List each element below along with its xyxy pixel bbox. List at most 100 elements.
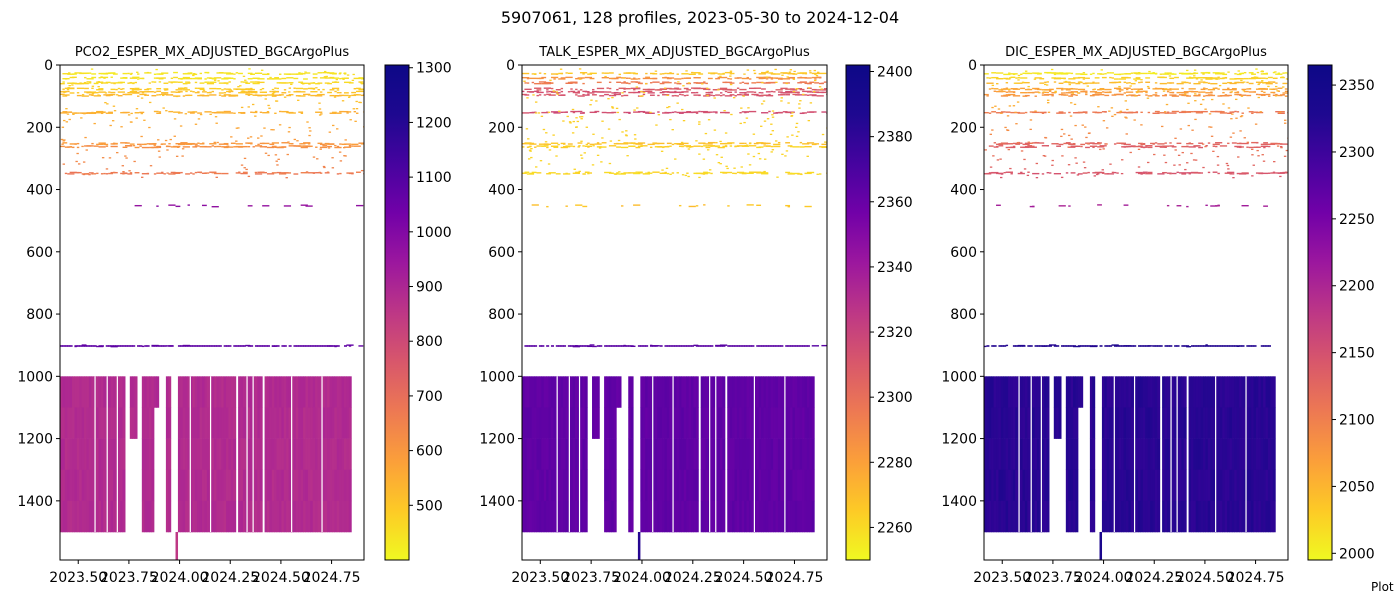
cell: [235, 88, 239, 90]
cell: [1138, 407, 1141, 439]
panel-3: 02004006008001000120014002023.502023.752…: [941, 45, 1374, 586]
cell: [1276, 90, 1279, 92]
cell: [575, 438, 579, 471]
cell: [1246, 94, 1252, 97]
cell: [1111, 376, 1115, 408]
cell: [98, 438, 102, 471]
cell: [594, 110, 600, 113]
cell: [84, 136, 87, 139]
cell: [194, 145, 200, 147]
cell: [751, 438, 755, 471]
cell: [228, 407, 232, 439]
cell: [775, 345, 779, 347]
cell: [1176, 438, 1180, 471]
cell: [281, 345, 285, 347]
cell: [1029, 128, 1032, 131]
cell: [537, 112, 541, 114]
cell: [1251, 175, 1254, 177]
cell: [173, 81, 176, 83]
cell: [79, 500, 83, 533]
cell: [226, 438, 229, 471]
cell: [624, 134, 628, 136]
cell: [553, 407, 557, 439]
cell: [1195, 500, 1199, 533]
cell: [546, 345, 550, 347]
cell: [359, 82, 363, 84]
cell: [623, 142, 629, 144]
cell: [264, 500, 268, 533]
cell: [221, 407, 225, 439]
x-tick-label: 2024.00: [613, 570, 671, 586]
cell: [734, 469, 738, 502]
cell: [630, 345, 634, 347]
cell: [1227, 438, 1230, 471]
cell: [770, 407, 774, 439]
cell: [1222, 469, 1226, 502]
cell: [751, 345, 755, 347]
cell: [182, 76, 190, 79]
cell: [1017, 79, 1020, 81]
cell: [263, 127, 266, 129]
cell: [732, 97, 736, 99]
cell: [62, 345, 66, 347]
depth-band-150: [984, 110, 1288, 115]
cell: [1140, 173, 1143, 175]
cell: [1231, 113, 1234, 115]
cell: [652, 500, 656, 533]
cell: [1083, 167, 1087, 169]
cell: [168, 500, 172, 533]
cell: [1265, 77, 1268, 80]
cell: [741, 438, 745, 471]
cell: [327, 82, 332, 85]
cell: [596, 154, 600, 156]
cell: [1193, 345, 1197, 347]
cell: [1003, 88, 1006, 90]
cell: [319, 469, 323, 502]
cell: [218, 94, 222, 96]
cell: [1145, 81, 1151, 83]
cell: [524, 407, 528, 439]
cell: [1123, 469, 1127, 502]
cell: [647, 376, 651, 408]
cell: [91, 92, 95, 94]
cell: [763, 469, 767, 502]
cell: [777, 407, 781, 439]
cell: [565, 76, 573, 79]
cell: [524, 376, 528, 408]
cell: [115, 142, 118, 145]
cell: [257, 438, 261, 471]
cell: [1071, 92, 1075, 94]
cell: [1183, 91, 1189, 93]
cell: [346, 77, 349, 79]
cell: [132, 407, 136, 439]
cell: [671, 111, 675, 114]
cell: [170, 91, 176, 93]
cell: [790, 438, 793, 471]
cell: [986, 438, 990, 471]
cell: [806, 94, 810, 96]
cell: [339, 376, 343, 408]
cell: [572, 111, 576, 114]
cell: [996, 204, 1001, 206]
cell: [575, 77, 583, 80]
cell: [575, 204, 583, 206]
cell: [1152, 500, 1156, 533]
cell: [1036, 469, 1040, 502]
cell: [698, 176, 701, 179]
cell: [1109, 91, 1112, 93]
cell: [1246, 500, 1250, 533]
cell: [298, 72, 301, 74]
cell: [1229, 78, 1237, 80]
cell: [1157, 173, 1165, 175]
cell: [252, 500, 256, 533]
cell: [1210, 500, 1214, 533]
cell: [993, 90, 997, 92]
cell: [691, 469, 694, 502]
cell: [293, 77, 299, 80]
cell: [67, 90, 70, 93]
cell: [591, 164, 595, 166]
cell: [1106, 173, 1114, 175]
cell: [739, 438, 743, 471]
cell: [271, 78, 280, 80]
cell: [758, 77, 764, 80]
